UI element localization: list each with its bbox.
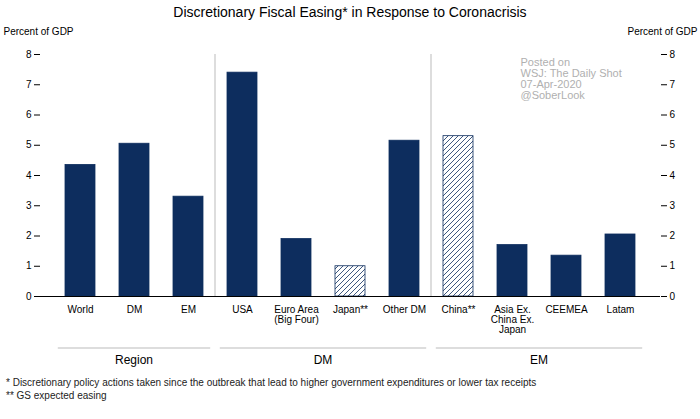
svg-text:Percent of GDP: Percent of GDP bbox=[4, 26, 74, 37]
svg-text:Other DM: Other DM bbox=[383, 304, 426, 315]
svg-text:China**: China** bbox=[442, 304, 476, 315]
svg-text:2: 2 bbox=[670, 230, 676, 241]
svg-text:World: World bbox=[68, 304, 94, 315]
svg-text:Asia Ex.China Ex.Japan: Asia Ex.China Ex.Japan bbox=[491, 304, 534, 335]
svg-text:0: 0 bbox=[26, 291, 32, 302]
html-text:Discretionary Fiscal Easing* i: Discretionary Fiscal Easing* in Response… bbox=[173, 4, 527, 20]
svg-text:4: 4 bbox=[670, 170, 676, 181]
svg-text:2: 2 bbox=[26, 230, 32, 241]
svg-text:5: 5 bbox=[26, 139, 32, 150]
svg-text:CEEMEA: CEEMEA bbox=[545, 304, 588, 315]
svg-text:8: 8 bbox=[26, 49, 32, 60]
svg-text:6: 6 bbox=[26, 109, 32, 120]
svg-text:4: 4 bbox=[26, 170, 32, 181]
svg-text:Latam: Latam bbox=[607, 304, 635, 315]
svg-text:EM: EM bbox=[530, 353, 548, 367]
svg-text:Euro Area(Big Four): Euro Area(Big Four) bbox=[274, 304, 319, 325]
html-text:** GS expected easing: ** GS expected easing bbox=[6, 390, 107, 401]
svg-text:DM: DM bbox=[314, 353, 333, 367]
svg-text:8: 8 bbox=[670, 49, 676, 60]
svg-text:DM: DM bbox=[127, 304, 143, 315]
svg-text:3: 3 bbox=[26, 200, 32, 211]
svg-text:Japan**: Japan** bbox=[333, 304, 368, 315]
svg-text:3: 3 bbox=[670, 200, 676, 211]
svg-text:1: 1 bbox=[670, 260, 676, 271]
svg-text:7: 7 bbox=[26, 79, 32, 90]
svg-text:1: 1 bbox=[26, 260, 32, 271]
svg-text:USA: USA bbox=[232, 304, 253, 315]
svg-text:EM: EM bbox=[181, 304, 196, 315]
svg-text:Percent of GDP: Percent of GDP bbox=[627, 26, 697, 37]
svg-text:7: 7 bbox=[670, 79, 676, 90]
svg-text:Region: Region bbox=[115, 353, 153, 367]
svg-text:0: 0 bbox=[670, 291, 676, 302]
svg-text:5: 5 bbox=[670, 139, 676, 150]
svg-text:Posted onWSJ: The Daily Shot07: Posted onWSJ: The Daily Shot07-Apr-2020@… bbox=[521, 56, 622, 101]
svg-text:6: 6 bbox=[670, 109, 676, 120]
html-text:* Discretionary policy actions: * Discretionary policy actions taken sin… bbox=[6, 377, 537, 388]
